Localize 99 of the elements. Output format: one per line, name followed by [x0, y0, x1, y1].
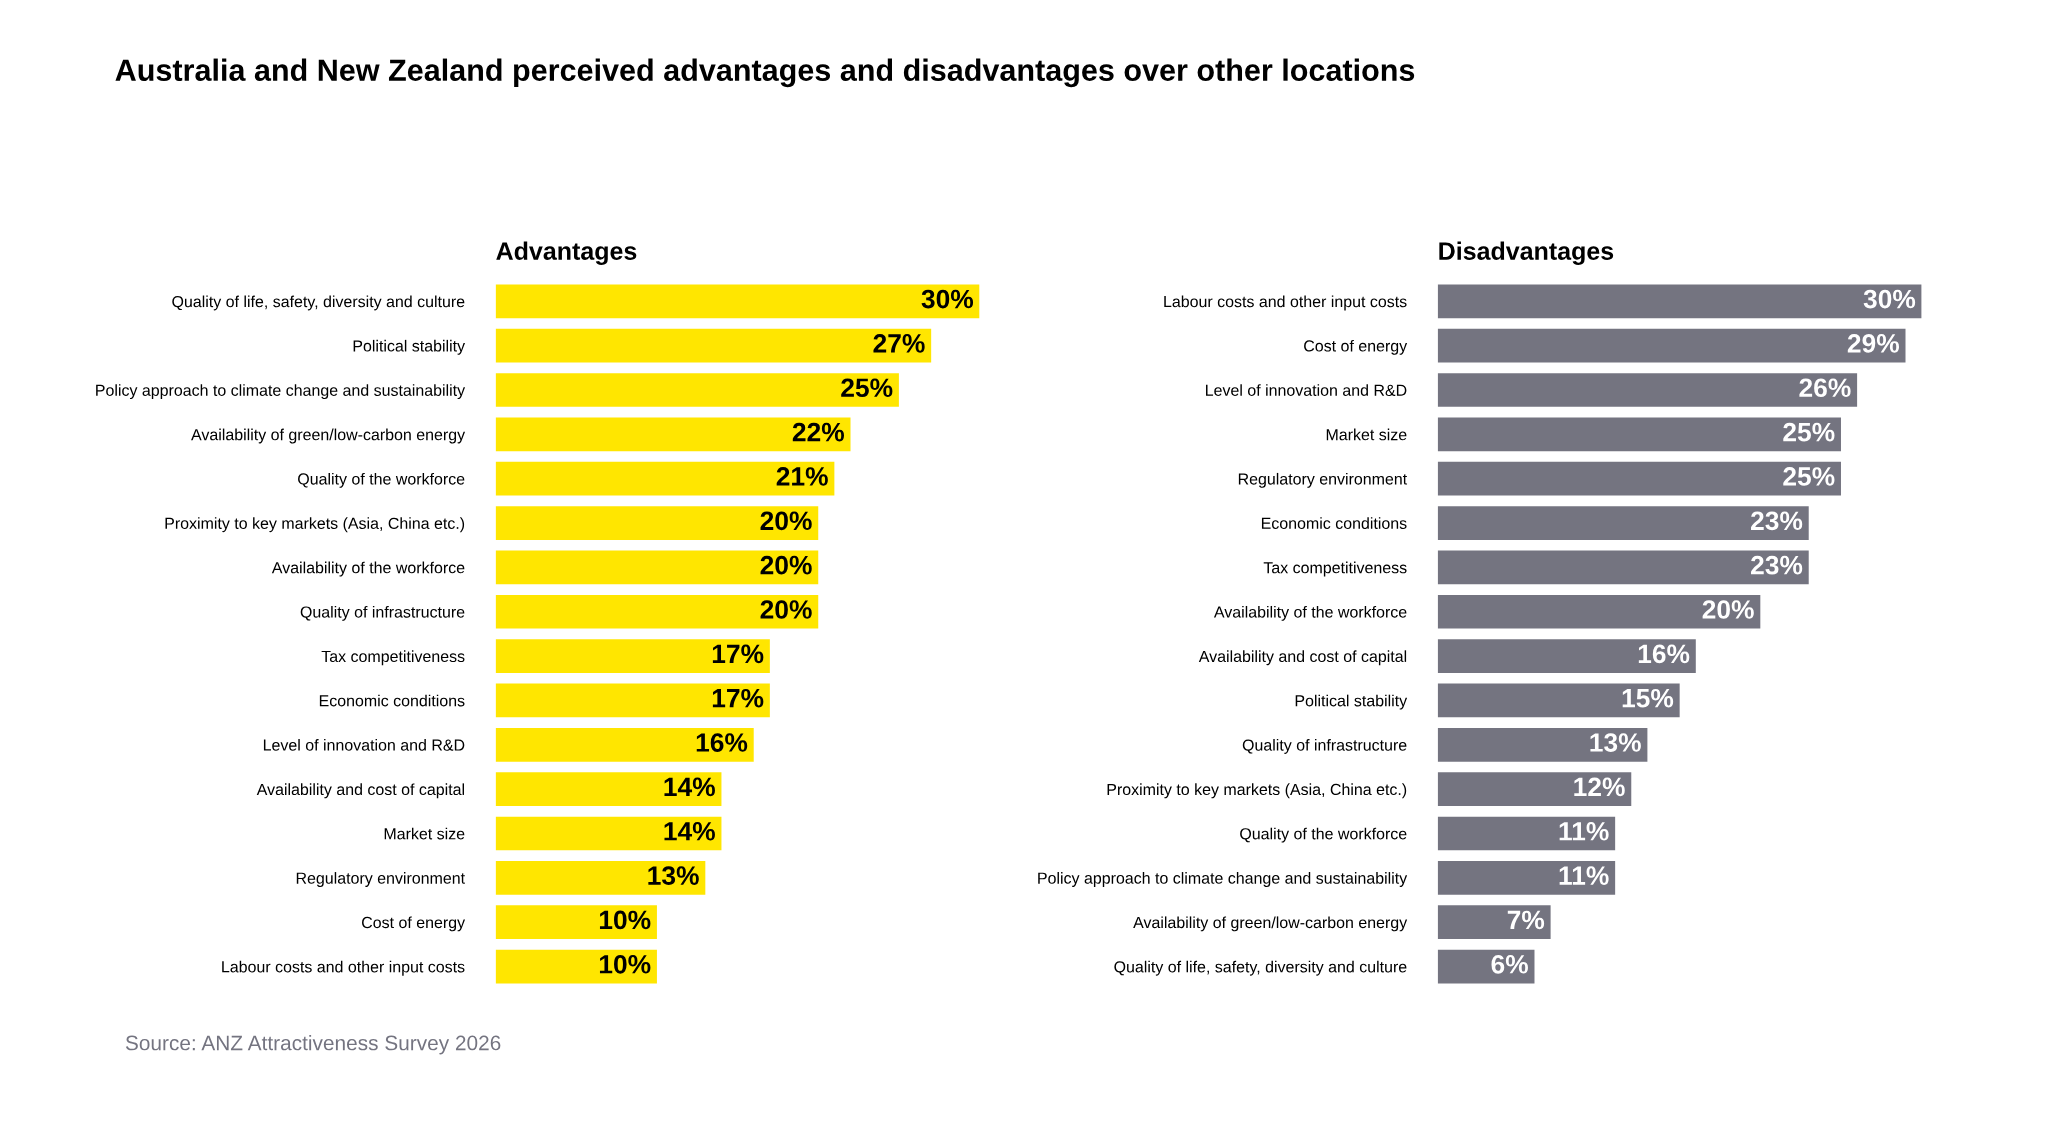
chart-title: Advantages	[496, 241, 637, 265]
bar	[495, 639, 770, 673]
y-tick-label: Tax competitiveness	[1263, 561, 1407, 577]
y-tick-label: Market size	[384, 827, 465, 840]
bar	[495, 816, 722, 851]
data-label: 22%	[792, 422, 845, 442]
bar	[495, 373, 899, 407]
data-label: 6%	[1491, 954, 1528, 974]
chart-title: Disadvantages	[1439, 241, 1614, 265]
y-tick-label: Availability and cost of capital	[1198, 650, 1407, 666]
bar	[495, 506, 819, 540]
y-tick-label: Availability of green/low-carbon energy	[1133, 916, 1408, 932]
data-label: 11%	[1559, 821, 1609, 841]
y-tick-label: Quality of infrastructure	[1242, 739, 1407, 754]
bar	[1437, 816, 1616, 851]
bar	[495, 949, 657, 984]
bar	[495, 594, 819, 629]
data-label: 20%	[1702, 600, 1754, 619]
data-label: 17%	[712, 644, 764, 664]
bar	[495, 550, 819, 585]
data-label: 17%	[712, 688, 764, 708]
bar	[1437, 683, 1680, 718]
data-label: 15%	[1622, 688, 1674, 708]
y-tick-label: Level of innovation and R&D	[1206, 384, 1407, 396]
bar	[1437, 373, 1858, 407]
y-tick-label: Regulatory environment	[1238, 472, 1408, 488]
bar	[495, 727, 754, 762]
y-tick-label: Availability of green/low-carbon energy	[191, 428, 466, 444]
y-tick-label: Tax competitiveness	[321, 650, 465, 666]
bar	[495, 461, 835, 496]
data-label: 20%	[760, 511, 812, 531]
data-label: 11%	[1559, 866, 1609, 885]
data-label: 16%	[696, 733, 748, 752]
data-label: 14%	[664, 821, 715, 841]
data-label: 25%	[1783, 422, 1835, 442]
data-label: 20%	[760, 555, 812, 575]
bar	[495, 905, 657, 940]
data-label: 10%	[599, 954, 651, 974]
y-tick-label: Proximity to key markets (Asia, China etc.)	[1107, 783, 1407, 799]
y-tick-label: Availability of the workforce	[1213, 605, 1407, 621]
data-label: 21%	[776, 467, 828, 486]
y-tick-label: Quality of infrastructure	[300, 605, 465, 621]
y-tick-label: Labour costs and other input costs	[222, 960, 465, 976]
y-tick-label: Political stability	[353, 339, 466, 355]
y-tick-label: Cost of energy	[362, 916, 466, 932]
source-note: Source: ANZ Attractiveness Survey 2026	[125, 1035, 501, 1055]
data-label: 13%	[648, 866, 699, 885]
y-tick-label: Policy approach to climate change and sustainability	[1038, 872, 1408, 887]
y-tick-label: Proximity to key markets (Asia, China etc.)	[165, 517, 465, 533]
bar	[1437, 772, 1632, 806]
bar	[495, 772, 722, 806]
data-label: 27%	[873, 334, 925, 353]
bar	[495, 328, 932, 363]
bar	[495, 284, 980, 319]
bar	[1437, 861, 1616, 895]
y-tick-label: Economic conditions	[1261, 517, 1407, 529]
data-label: 13%	[1590, 733, 1641, 752]
y-tick-label: Quality of life, safety, diversity and culture	[172, 295, 465, 311]
y-tick-label: Political stability	[1295, 694, 1408, 710]
y-tick-label: Quality of the workforce	[1240, 827, 1407, 843]
data-label: 25%	[1783, 467, 1835, 486]
y-tick-label: Quality of the workforce	[298, 472, 465, 488]
y-tick-label: Level of innovation and R&D	[263, 739, 465, 751]
data-label: 23%	[1751, 511, 1803, 531]
data-label: 10%	[599, 910, 651, 930]
y-tick-label: Regulatory environment	[296, 872, 465, 887]
y-tick-label: Availability of the workforce	[271, 561, 465, 577]
data-label: 7%	[1507, 910, 1545, 930]
bar	[1437, 328, 1906, 363]
bar	[1437, 461, 1841, 496]
data-label: 12%	[1574, 777, 1625, 797]
bar	[1437, 284, 1922, 319]
data-label: 30%	[921, 289, 974, 309]
data-label: 30%	[1863, 289, 1916, 309]
bar	[1437, 905, 1551, 940]
data-label: 20%	[760, 600, 812, 619]
y-tick-label: Market size	[1326, 428, 1407, 441]
bar	[495, 683, 770, 718]
bar	[1437, 594, 1761, 629]
data-label: 14%	[664, 777, 715, 797]
data-label: 23%	[1751, 555, 1803, 575]
bar	[1437, 506, 1809, 540]
y-tick-label: Labour costs and other input costs	[1164, 295, 1407, 311]
y-tick-label: Quality of life, safety, diversity and culture	[1114, 960, 1407, 976]
bar	[1437, 639, 1696, 673]
bar	[495, 417, 851, 452]
bar	[1437, 417, 1841, 452]
y-tick-label: Availability and cost of capital	[256, 783, 464, 799]
y-tick-label: Policy approach to climate change and sustainability	[96, 384, 466, 400]
bar	[495, 861, 706, 895]
data-label: 26%	[1799, 378, 1851, 398]
y-tick-label: Economic conditions	[319, 694, 465, 707]
y-tick-label: Cost of energy	[1304, 339, 1408, 355]
data-label: 25%	[841, 378, 893, 398]
data-label: 16%	[1638, 644, 1690, 664]
bar	[1437, 550, 1809, 585]
bar	[1437, 727, 1648, 762]
data-label: 29%	[1847, 334, 1900, 353]
text: Australia and New Zealand perceived advantages and disadvantages over other locations	[115, 58, 1415, 88]
